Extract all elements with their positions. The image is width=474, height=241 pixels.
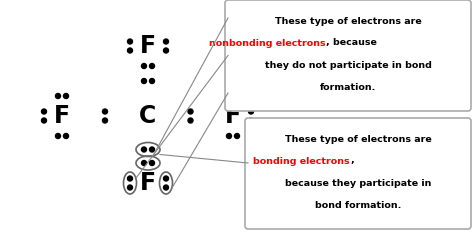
Circle shape	[128, 39, 133, 44]
Text: formation.: formation.	[320, 82, 376, 92]
Circle shape	[128, 48, 133, 53]
Circle shape	[128, 185, 133, 190]
Circle shape	[149, 63, 155, 68]
Circle shape	[248, 109, 254, 114]
Text: ,: ,	[350, 156, 354, 166]
Text: These type of electrons are: These type of electrons are	[284, 134, 431, 143]
Circle shape	[102, 109, 108, 114]
Text: bond formation.: bond formation.	[315, 201, 401, 209]
Text: C: C	[139, 104, 156, 128]
Circle shape	[188, 109, 193, 114]
Circle shape	[42, 109, 46, 114]
Circle shape	[142, 63, 146, 68]
Circle shape	[55, 134, 61, 139]
Text: because they participate in: because they participate in	[285, 179, 431, 187]
Circle shape	[188, 118, 193, 123]
Text: they do not participate in bond: they do not participate in bond	[264, 60, 431, 69]
Circle shape	[164, 39, 168, 44]
Circle shape	[235, 94, 239, 99]
Circle shape	[102, 118, 108, 123]
Circle shape	[164, 176, 168, 181]
Text: F: F	[140, 34, 156, 58]
Circle shape	[149, 79, 155, 83]
Text: These type of electrons are: These type of electrons are	[274, 16, 421, 26]
Text: F: F	[225, 104, 241, 128]
Circle shape	[235, 134, 239, 139]
Circle shape	[149, 147, 155, 152]
Text: F: F	[54, 104, 70, 128]
Circle shape	[64, 134, 69, 139]
Text: , because: , because	[326, 39, 377, 47]
Circle shape	[42, 118, 46, 123]
Circle shape	[164, 48, 168, 53]
Circle shape	[64, 94, 69, 99]
FancyBboxPatch shape	[225, 0, 471, 111]
Circle shape	[149, 161, 155, 166]
Text: bonding electrons: bonding electrons	[254, 156, 350, 166]
FancyBboxPatch shape	[245, 118, 471, 229]
Text: nonbonding electrons: nonbonding electrons	[210, 39, 326, 47]
Circle shape	[55, 94, 61, 99]
Circle shape	[227, 94, 231, 99]
Circle shape	[164, 185, 168, 190]
Circle shape	[248, 118, 254, 123]
Circle shape	[142, 147, 146, 152]
Circle shape	[142, 79, 146, 83]
Circle shape	[142, 161, 146, 166]
Circle shape	[227, 134, 231, 139]
Text: F: F	[140, 171, 156, 195]
Circle shape	[128, 176, 133, 181]
